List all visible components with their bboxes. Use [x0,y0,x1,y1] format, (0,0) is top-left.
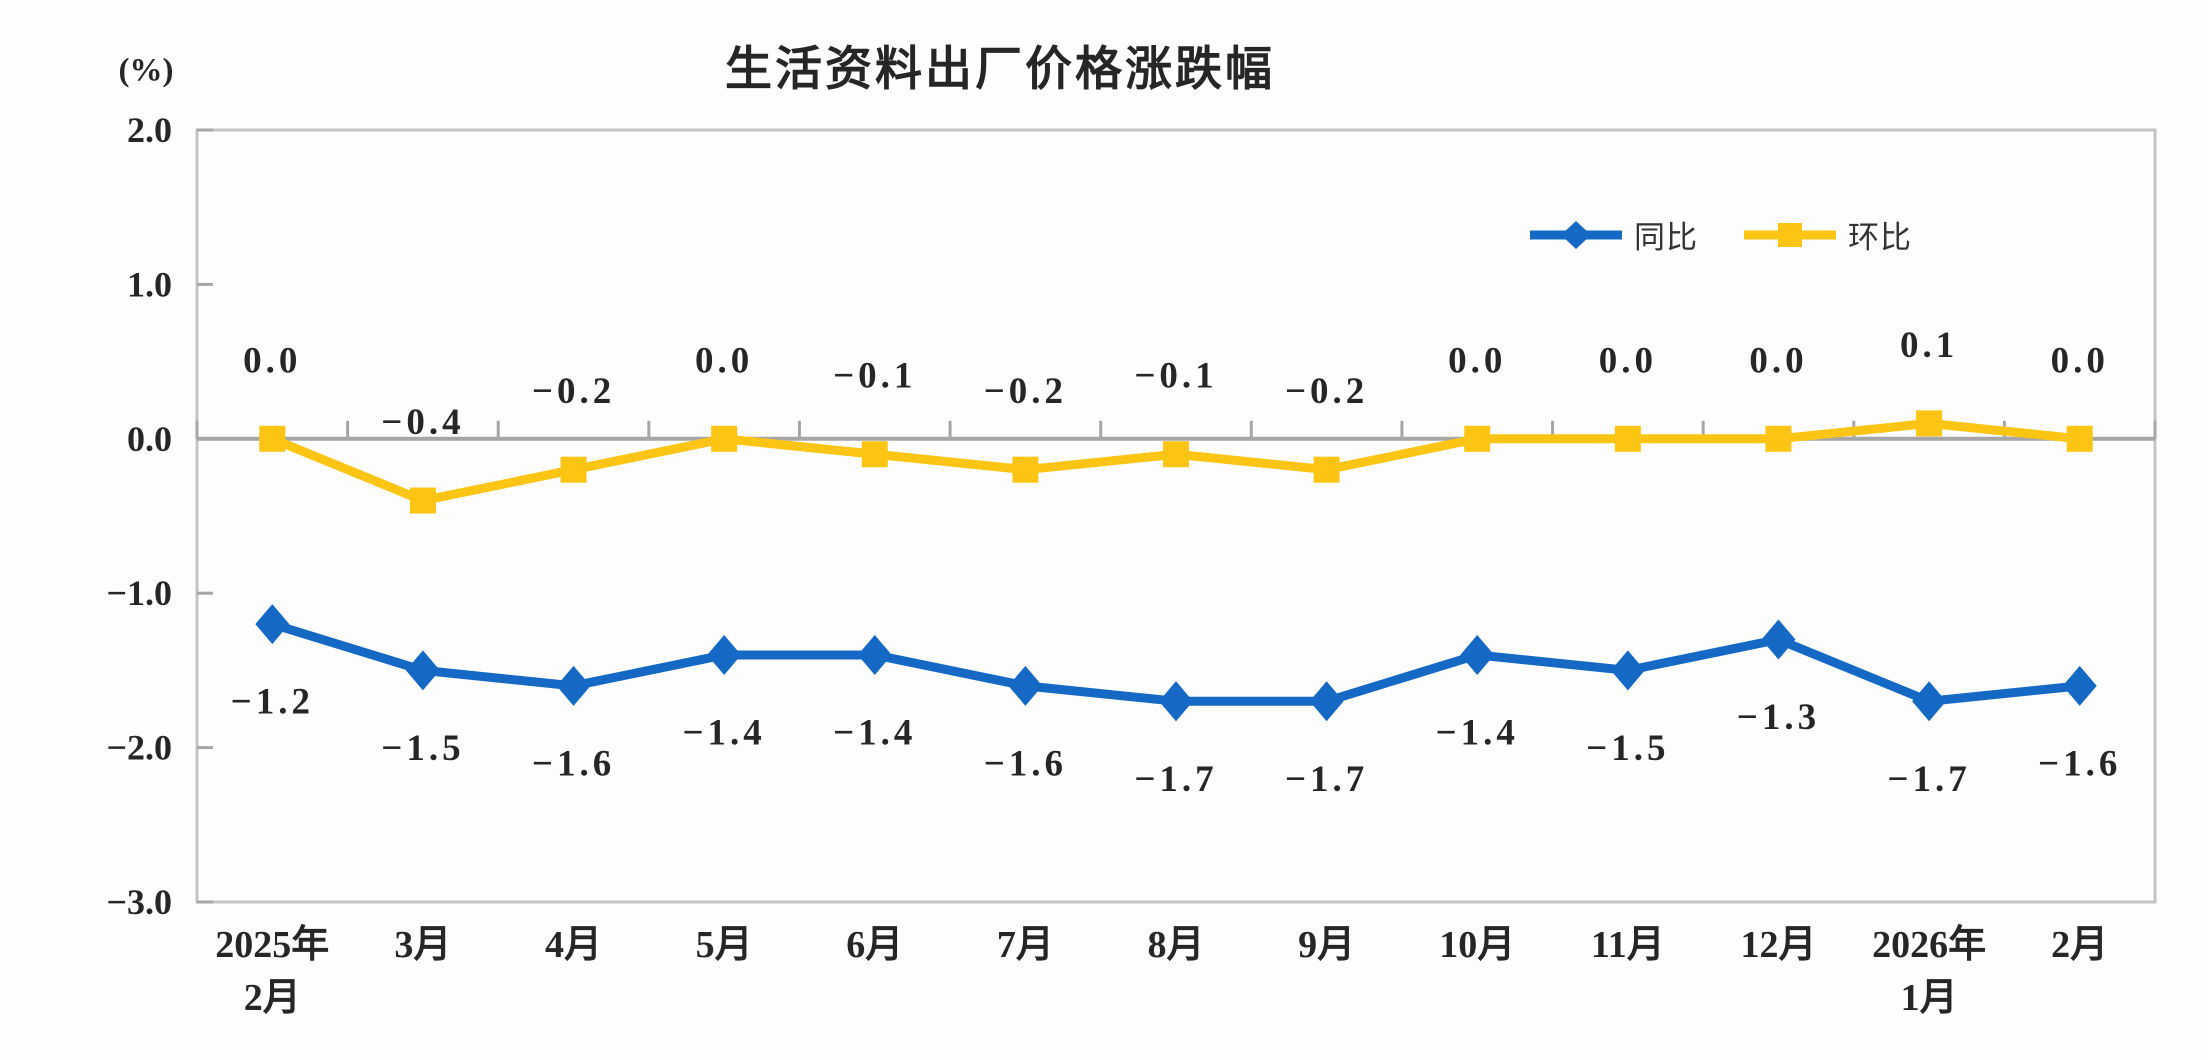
yoy-line-marker-icon [1530,220,1622,249]
series-marker-square [259,425,286,452]
y-tick-label: 1.0 [127,264,172,304]
x-category-label: 3月 [394,924,451,966]
y-tick-label: −2.0 [106,728,172,768]
data-label: 0.0 [1448,340,1506,381]
series-marker-square [409,487,436,514]
data-label: −0.1 [1134,356,1217,397]
data-label: 0.0 [2051,340,2109,381]
chart-legend: 同比 环比 [1528,212,1912,257]
series-marker-diamond [1610,650,1645,691]
x-category-label: 10月 [1439,924,1515,966]
data-label: −1.4 [682,712,765,753]
data-label: −1.3 [1737,697,1820,738]
x-category-label: 6月 [846,924,903,966]
data-label: 0.0 [243,340,301,381]
series-marker-diamond [556,665,591,706]
data-label: −1.7 [1134,759,1217,800]
series-marker-diamond [255,604,290,645]
x-category-label: 8月 [1147,924,1204,966]
x-category-label: 1月 [1901,977,1958,1019]
x-category-label: 2月 [244,977,301,1019]
series-marker-square [1614,425,1641,452]
legend-item-yoy: 同比 [1528,212,1698,257]
series-marker-diamond [1912,681,1947,722]
x-category-label: 12月 [1740,924,1816,966]
series-marker-square [1012,456,1039,483]
data-label: −1.4 [1436,712,1519,753]
legend-label-mom: 环比 [1848,220,1912,255]
x-category-label: 4月 [545,924,602,966]
series-marker-diamond [1309,681,1344,722]
legend-square-marker [1778,222,1802,247]
series-marker-diamond [1008,665,1043,706]
legend-item-mom: 环比 [1742,212,1912,257]
series-marker-square [1464,425,1491,452]
x-category-label: 7月 [997,924,1054,966]
data-label: −0.2 [532,371,615,412]
data-label: −1.7 [1285,759,1368,800]
data-label: −1.6 [984,743,1067,784]
data-label: −1.2 [231,682,314,723]
series-marker-square [1313,456,1340,483]
data-label: −1.7 [1887,759,1970,800]
series-marker-diamond [405,650,440,691]
data-label: −1.4 [833,712,916,753]
series-marker-square [1916,410,1943,437]
series-marker-diamond [707,634,742,675]
data-label: 0.0 [1749,340,1807,381]
data-label: 0.0 [695,340,753,381]
series-marker-diamond [1460,634,1495,675]
data-label: 0.1 [1900,325,1958,366]
series-marker-square [1163,441,1189,468]
data-label: −1.5 [381,728,464,769]
x-category-label: 2026年 [1872,924,1986,966]
data-label: −0.1 [833,356,916,397]
plot-border [195,128,2157,904]
y-axis-unit-label: (%) [118,52,174,89]
data-label: −1.6 [2038,743,2121,784]
x-category-label: 11月 [1591,924,1665,966]
series-marker-square [1765,425,1792,452]
chart-title: 生活资料出厂价格涨跌幅 [725,42,1275,95]
series-marker-diamond [2062,665,2097,706]
legend-label-yoy: 同比 [1634,220,1698,255]
series-marker-diamond [857,634,892,675]
y-tick-label: 0.0 [127,419,172,459]
series-marker-diamond [1159,681,1193,722]
x-category-label: 9月 [1298,924,1355,966]
series-marker-square [861,441,888,468]
data-label: −1.5 [1586,728,1669,769]
mom-line-marker-icon [1744,222,1836,247]
x-category-label: 2月 [2051,924,2108,966]
y-tick-label: −3.0 [106,882,172,922]
y-tick-label: −1.0 [106,573,172,613]
data-label: −1.6 [532,743,615,784]
legend-diamond-marker [1561,220,1591,249]
x-category-label: 5月 [696,924,753,966]
data-label: −0.2 [984,371,1067,412]
series-marker-diamond [1761,619,1796,660]
x-category-label: 2025年 [215,924,329,966]
series-marker-square [2066,425,2093,452]
series-marker-square [560,456,587,483]
y-tick-label: 2.0 [127,110,172,150]
data-label: −0.2 [1285,371,1368,412]
data-label: −0.4 [381,402,464,443]
series-marker-square [711,425,738,452]
data-label: 0.0 [1599,340,1657,381]
